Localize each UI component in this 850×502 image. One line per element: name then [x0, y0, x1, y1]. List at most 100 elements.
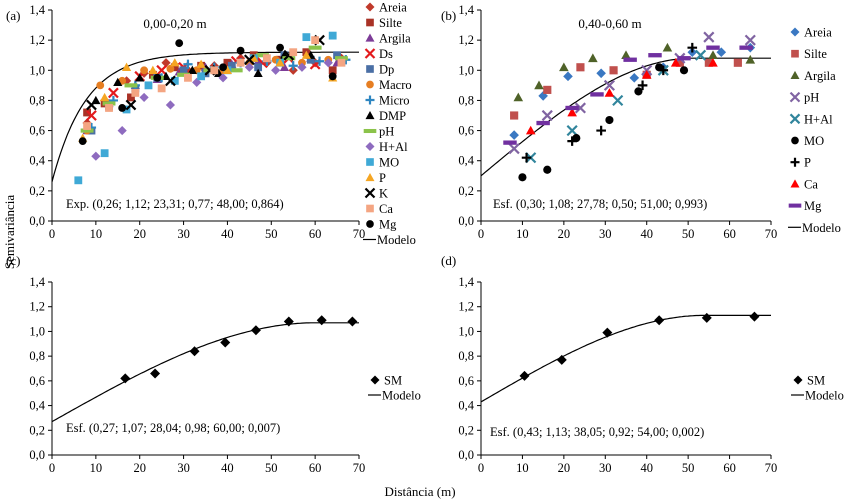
data-point [588, 53, 598, 63]
data-point [210, 66, 219, 75]
model-parameters: Esf. (0,43; 1,13; 38,05; 0,92; 54,00; 0,… [490, 425, 704, 439]
data-point [567, 136, 577, 146]
data-point [559, 62, 569, 72]
data-point [157, 84, 166, 93]
x-tick-label: 10 [90, 227, 103, 241]
model-parameters: Esf. (0,27; 1,07; 28,04; 0,98; 60,00; 0,… [66, 421, 280, 435]
data-point [83, 122, 91, 130]
data-point [254, 63, 263, 72]
data-point [91, 151, 101, 161]
data-point [86, 99, 97, 111]
legend-label: Macro [379, 78, 412, 92]
data-point [513, 92, 524, 102]
data-point [519, 370, 530, 381]
data-point [623, 57, 637, 62]
data-point [219, 63, 227, 72]
data-point [279, 62, 290, 71]
data-point [328, 66, 337, 75]
data-point [250, 325, 261, 336]
data-point [80, 128, 94, 133]
data-point [170, 58, 180, 67]
model-curve [480, 314, 771, 403]
y-tick-label: 1,4 [29, 3, 45, 17]
data-point [108, 87, 119, 99]
y-tick-label: 1,4 [458, 275, 474, 289]
data-point [184, 73, 192, 82]
data-point [156, 64, 168, 76]
x-tick-label: 30 [599, 461, 612, 475]
data-point [701, 312, 712, 323]
model-parameters: Esf. (0,30; 1,08; 27,78; 0,50; 51,00; 0,… [493, 197, 707, 211]
x-tick-label: 70 [765, 227, 778, 241]
y-tick-label: 0,4 [458, 154, 474, 168]
data-point [125, 99, 137, 111]
data-point [525, 125, 536, 135]
y-tick-label: 0,0 [29, 214, 45, 228]
legend-marker [790, 157, 800, 167]
data-point [335, 56, 348, 61]
x-tick-label: 10 [90, 461, 103, 475]
data-point [308, 45, 322, 50]
data-point [302, 33, 311, 42]
data-point [521, 152, 532, 163]
y-tick-label: 0,2 [458, 423, 474, 437]
x-tick-label: 60 [309, 461, 322, 475]
data-point [567, 107, 577, 117]
y-tick-label: 0,8 [458, 93, 474, 107]
data-point [236, 46, 245, 55]
x-tick-label: 30 [177, 227, 190, 241]
legend-marker [364, 48, 376, 59]
x-tick-label: 70 [353, 461, 366, 475]
x-axis-title: Distância (m) [384, 484, 455, 499]
data-point [197, 72, 206, 81]
data-point [135, 73, 145, 82]
x-tick-label: 50 [265, 461, 278, 475]
data-point [283, 316, 294, 327]
data-point [621, 50, 631, 60]
data-point [543, 85, 552, 94]
y-tick-label: 1,0 [29, 324, 45, 338]
data-point [175, 39, 184, 48]
data-point [124, 83, 138, 88]
data-point [222, 65, 233, 74]
legend-marker [790, 70, 800, 79]
data-point [170, 76, 179, 85]
x-tick-label: 60 [723, 227, 736, 241]
data-point [148, 70, 157, 79]
legend-label: P [804, 156, 811, 170]
data-point [183, 59, 193, 69]
data-point [150, 368, 161, 379]
data-point [316, 315, 327, 326]
data-point [509, 130, 519, 140]
data-point [576, 63, 585, 72]
data-point [510, 111, 519, 120]
legend-label: pH [804, 91, 819, 105]
data-point [189, 346, 200, 357]
legend-label: P [379, 171, 386, 185]
data-point [306, 55, 315, 64]
data-point [249, 53, 259, 62]
y-tick-label: 0,6 [458, 124, 474, 138]
legend-label: Silte [379, 16, 402, 30]
x-tick-label: 70 [765, 461, 778, 475]
legend-label: K [379, 187, 388, 201]
y-tick-label: 0,4 [29, 399, 45, 413]
y-tick-label: 1,2 [458, 33, 474, 47]
legend-label: Mg [379, 218, 397, 232]
data-point [534, 80, 544, 90]
legend-label: pH [379, 125, 394, 139]
data-point [196, 59, 206, 68]
data-point [187, 65, 197, 74]
y-tick-label: 0,8 [29, 349, 45, 363]
x-tick-label: 0 [49, 461, 55, 475]
data-point [543, 165, 552, 174]
panel-label: (d) [441, 253, 456, 268]
panel-title: 0,00-0,20 m [143, 16, 206, 31]
data-point [323, 58, 333, 68]
data-point [687, 42, 698, 53]
data-point [102, 101, 116, 106]
data-point [276, 43, 284, 52]
x-tick-label: 50 [265, 227, 278, 241]
data-point [229, 68, 243, 73]
